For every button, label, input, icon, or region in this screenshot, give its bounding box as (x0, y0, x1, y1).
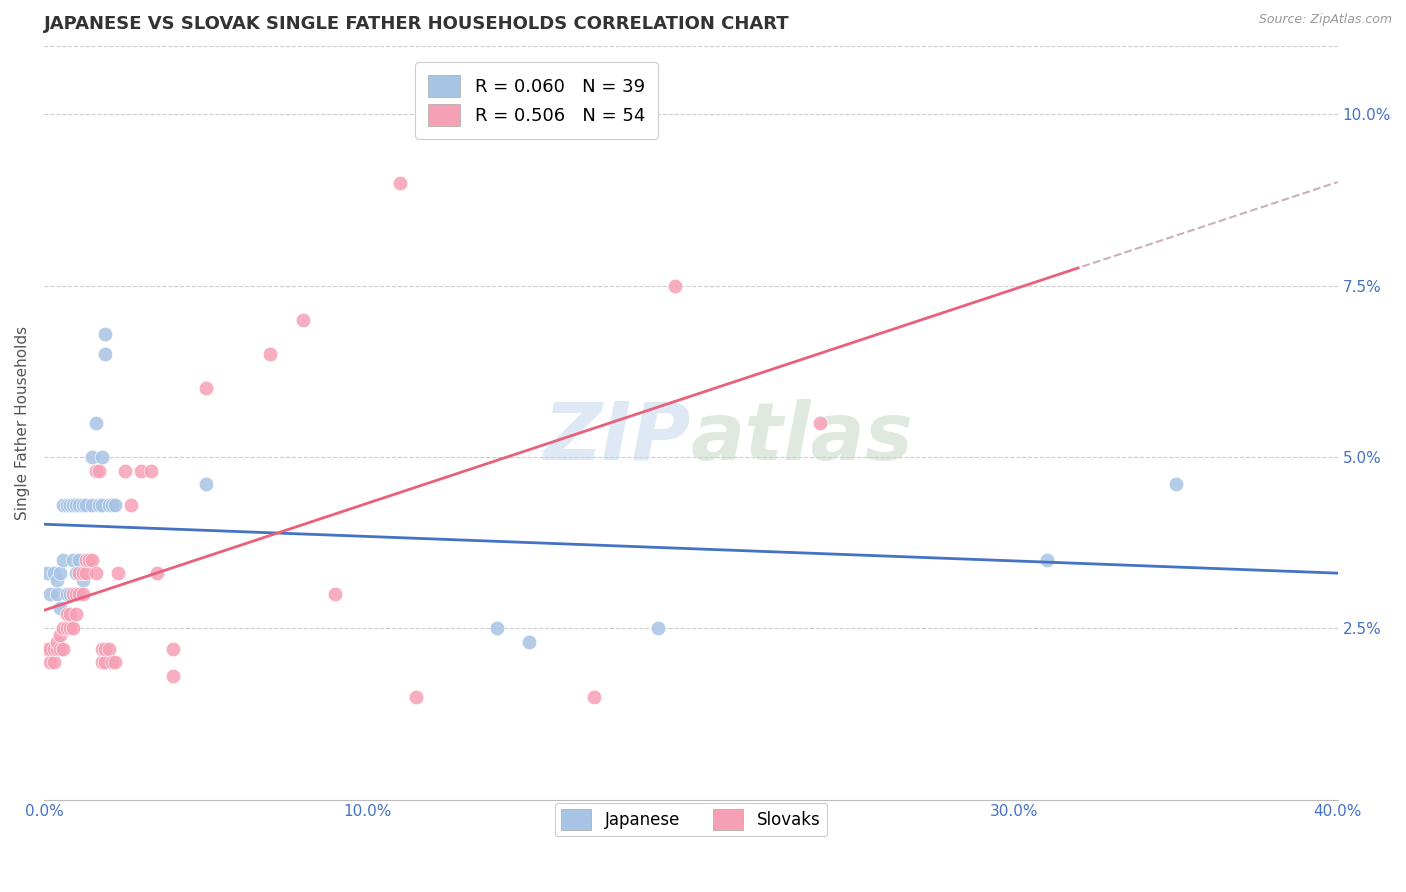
Point (664, 278, 686, 293)
Point (45, 635, 67, 649)
Point (69, 566, 91, 581)
Point (94, 326, 117, 341)
Point (55, 621, 77, 635)
Point (162, 641, 184, 656)
Point (59, 498, 82, 512)
Point (91, 656, 114, 670)
Point (388, 176, 411, 190)
Point (75, 552, 97, 566)
Point (62, 498, 84, 512)
Point (107, 566, 129, 581)
Point (72, 498, 94, 512)
Point (59, 587, 82, 601)
Point (65, 607, 87, 622)
Point (55, 587, 77, 601)
Point (84, 566, 107, 581)
Point (323, 587, 346, 601)
Point (485, 621, 508, 635)
Point (39, 641, 62, 656)
Point (91, 641, 114, 656)
Point (72, 573, 94, 587)
Point (75, 566, 97, 581)
Point (59, 621, 82, 635)
Point (52, 552, 75, 566)
Point (82, 552, 104, 566)
Point (77, 552, 100, 566)
Point (52, 498, 75, 512)
Point (52, 641, 75, 656)
Point (808, 416, 831, 430)
Point (75, 498, 97, 512)
Point (49, 566, 72, 581)
Point (72, 587, 94, 601)
Point (101, 498, 124, 512)
Text: JAPANESE VS SLOVAK SINGLE FATHER HOUSEHOLDS CORRELATION CHART: JAPANESE VS SLOVAK SINGLE FATHER HOUSEHO… (44, 15, 790, 33)
Point (87, 464, 110, 478)
Point (45, 587, 67, 601)
Point (55, 498, 77, 512)
Point (42, 566, 65, 581)
Legend: Japanese, Slovaks: Japanese, Slovaks (554, 803, 827, 837)
Point (39, 587, 62, 601)
Point (162, 669, 184, 683)
Point (49, 628, 72, 642)
Point (1035, 552, 1057, 566)
Point (84, 464, 107, 478)
Point (62, 552, 84, 566)
Point (517, 635, 540, 649)
Point (291, 313, 314, 327)
Point (52, 621, 75, 635)
Point (84, 416, 107, 430)
Point (62, 587, 84, 601)
Point (94, 641, 117, 656)
Point (104, 498, 127, 512)
Point (87, 498, 110, 512)
Text: atlas: atlas (690, 399, 914, 476)
Point (94, 656, 117, 670)
Point (49, 641, 72, 656)
Point (120, 498, 142, 512)
Point (82, 498, 104, 512)
Point (91, 450, 114, 464)
Point (65, 587, 87, 601)
Point (104, 656, 127, 670)
Point (647, 621, 669, 635)
Point (146, 566, 169, 581)
Text: ZIP: ZIP (544, 399, 690, 476)
Point (97, 641, 120, 656)
Point (1164, 477, 1187, 491)
Point (69, 552, 91, 566)
Point (69, 498, 91, 512)
Point (582, 690, 605, 704)
Point (405, 690, 427, 704)
Point (49, 600, 72, 615)
Point (37, 641, 59, 656)
Point (194, 477, 217, 491)
Point (259, 347, 281, 361)
Point (94, 347, 117, 361)
Point (194, 381, 217, 395)
Point (91, 498, 114, 512)
Point (45, 573, 67, 587)
Point (59, 607, 82, 622)
Point (114, 464, 136, 478)
Point (55, 607, 77, 622)
Point (42, 656, 65, 670)
Point (129, 464, 152, 478)
Point (45, 641, 67, 656)
Point (39, 656, 62, 670)
Point (69, 587, 91, 601)
Point (97, 498, 120, 512)
Point (82, 450, 104, 464)
Point (42, 641, 65, 656)
Point (65, 498, 87, 512)
Text: Source: ZipAtlas.com: Source: ZipAtlas.com (1258, 13, 1392, 27)
Point (37, 566, 59, 581)
Point (72, 566, 94, 581)
Point (101, 656, 124, 670)
Point (139, 464, 162, 478)
Y-axis label: Single Father Households: Single Father Households (15, 326, 30, 520)
Point (62, 621, 84, 635)
Point (65, 566, 87, 581)
